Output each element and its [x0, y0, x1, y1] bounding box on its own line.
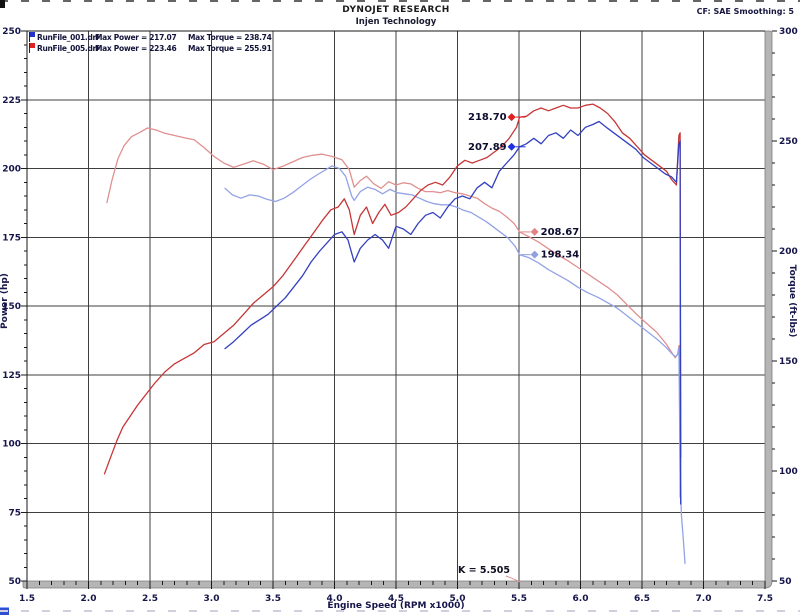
- top-left-mark: [0, 0, 5, 8]
- power-tick-label: 225: [2, 96, 21, 106]
- torque-tick-label: 250: [779, 137, 798, 147]
- callout-value: 218.70: [468, 112, 507, 123]
- run005-flag-icon: [29, 43, 36, 53]
- axis-tick-labels: 1.5 2.0 2.5 3.0 3.5 4.0 4.5 5.0 5.5 6.0 6.5 7.0 7.5 2…: [2, 27, 798, 604]
- callout-diamond-marker: [507, 113, 516, 122]
- rpm-axis-title: Engine Speed (RPM x1000): [327, 601, 465, 611]
- x-tick-label: 2.5: [142, 594, 158, 604]
- power-run001-curve: [224, 120, 682, 505]
- x-tick-label: 5.5: [511, 594, 527, 604]
- torque-run005-curve: [106, 127, 681, 499]
- x-tick-label: 6.5: [634, 594, 650, 604]
- x-tick-label: 2.0: [81, 594, 97, 604]
- callout-208.67: 208.67: [520, 227, 580, 238]
- legend-row-run001: RunFile_001.drf Max Power = 217.07 Max T…: [0, 32, 320, 43]
- x-tick-label: 3.5: [265, 594, 281, 604]
- torque-tick-label: 200: [779, 247, 798, 257]
- power-tick-label: 175: [2, 233, 21, 243]
- torque-axis-title: Torque (ft-lbs): [787, 264, 797, 338]
- legend-max-torque: Max Torque = 255.91: [188, 44, 272, 53]
- callout-diamond-marker: [530, 227, 539, 236]
- legend-file-name: RunFile_001.drf: [37, 33, 99, 42]
- x-tick-label: 4.0: [327, 594, 343, 604]
- callout-value: 198.34: [541, 250, 580, 261]
- x-tick-label: 6.0: [573, 594, 589, 604]
- power-axis-title: Power (hp): [0, 273, 10, 329]
- x-tick-label: 1.5: [19, 594, 35, 604]
- gridlines: [27, 31, 765, 581]
- plot-frame: [22, 30, 773, 589]
- callout-diamond-marker: [507, 142, 516, 151]
- x-tick-label: 5.0: [450, 594, 466, 604]
- torque-tick-label: 50: [779, 577, 792, 587]
- run001-flag-icon: [29, 32, 36, 42]
- torque-run001-curve: [224, 165, 686, 565]
- torn-bottom-edge: [0, 610, 800, 612]
- legend-file-name: RunFile_005.drf: [37, 44, 99, 53]
- cursor-leader-line: [505, 575, 521, 583]
- power-tick-label: 50: [8, 577, 21, 587]
- power-tick-label: 150: [2, 302, 21, 312]
- torque-tick-label: 150: [779, 357, 798, 367]
- callout-198.34: 198.34: [520, 250, 580, 261]
- legend-row-run005: RunFile_005.drf Max Power = 223.46 Max T…: [0, 43, 320, 54]
- power-tick-label: 125: [2, 371, 21, 381]
- x-tick-label: 3.0: [204, 594, 220, 604]
- callout-207.89: 207.89: [468, 142, 526, 153]
- chart-subtitle: Injen Technology: [355, 17, 437, 27]
- callout-218.70: 218.70: [468, 112, 526, 123]
- x-tick-label: 7.0: [696, 594, 712, 604]
- x-tick-label: 7.5: [757, 594, 773, 604]
- chart-title: DYNOJET RESEARCH: [342, 5, 450, 15]
- torn-top-edge: [0, 0, 800, 2]
- x-tick-label: 4.5: [388, 594, 404, 604]
- power-tick-label: 250: [2, 27, 21, 37]
- callout-value: 207.89: [468, 142, 507, 153]
- axis-ticks: [21, 30, 777, 589]
- correction-smoothing-label: CF: SAE Smoothing: 5: [696, 7, 794, 16]
- power-tick-label: 75: [8, 508, 21, 518]
- callout-value: 208.67: [541, 227, 580, 238]
- power-run005-curve: [103, 103, 682, 475]
- cursor-k-value: K = 5.505: [458, 565, 510, 576]
- power-tick-label: 200: [2, 165, 21, 175]
- torque-tick-label: 100: [779, 467, 798, 477]
- power-tick-label: 100: [2, 440, 21, 450]
- legend-max-power: Max Power = 223.46: [95, 44, 177, 53]
- legend-max-power: Max Power = 217.07: [95, 33, 177, 42]
- torque-tick-label: 300: [779, 27, 798, 37]
- callout-diamond-marker: [530, 250, 539, 259]
- legend-max-torque: Max Torque = 238.74: [188, 33, 272, 42]
